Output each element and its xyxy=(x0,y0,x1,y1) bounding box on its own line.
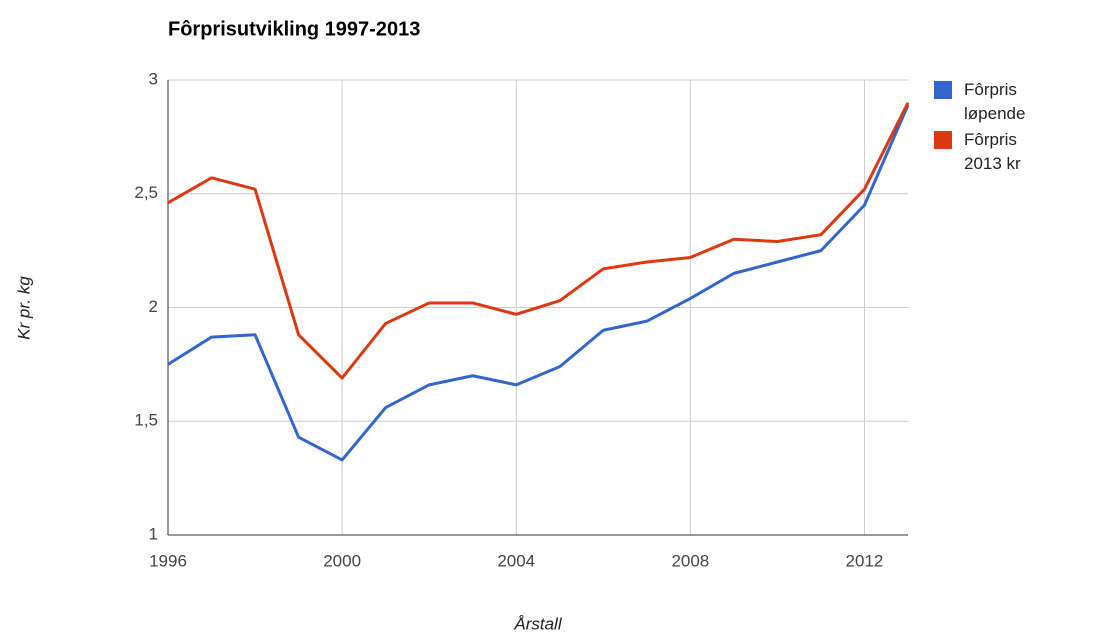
legend-label: Fôrpris 2013 kr xyxy=(964,130,1021,173)
legend-label: Fôrpris løpende xyxy=(964,80,1026,123)
chart-title: Fôrprisutvikling 1997-2013 xyxy=(168,18,420,40)
y-tick-label: 1 xyxy=(149,524,158,543)
x-tick-label: 2004 xyxy=(497,551,535,570)
x-tick-label: 2000 xyxy=(323,551,361,570)
x-tick-label: 2008 xyxy=(671,551,709,570)
legend-swatch xyxy=(934,81,952,99)
legend-swatch xyxy=(934,131,952,149)
y-tick-label: 3 xyxy=(149,69,158,88)
y-tick-label: 2 xyxy=(149,297,158,316)
series-line xyxy=(167,102,910,380)
legend-entry: Fôrpris 2013 kr xyxy=(934,128,1050,176)
y-tick-label: 1,5 xyxy=(134,411,158,430)
y-tick-label: 2,5 xyxy=(134,183,158,202)
x-tick-label: 2012 xyxy=(846,551,884,570)
legend-entry: Fôrpris løpende xyxy=(934,78,1050,126)
series-line xyxy=(167,104,910,462)
y-axis-title: Kr pr. kg xyxy=(14,276,33,340)
x-tick-label: 1996 xyxy=(149,551,187,570)
x-axis-title: Årstall xyxy=(513,614,562,633)
legend: Fôrpris løpende Fôrpris 2013 kr xyxy=(934,78,1050,178)
